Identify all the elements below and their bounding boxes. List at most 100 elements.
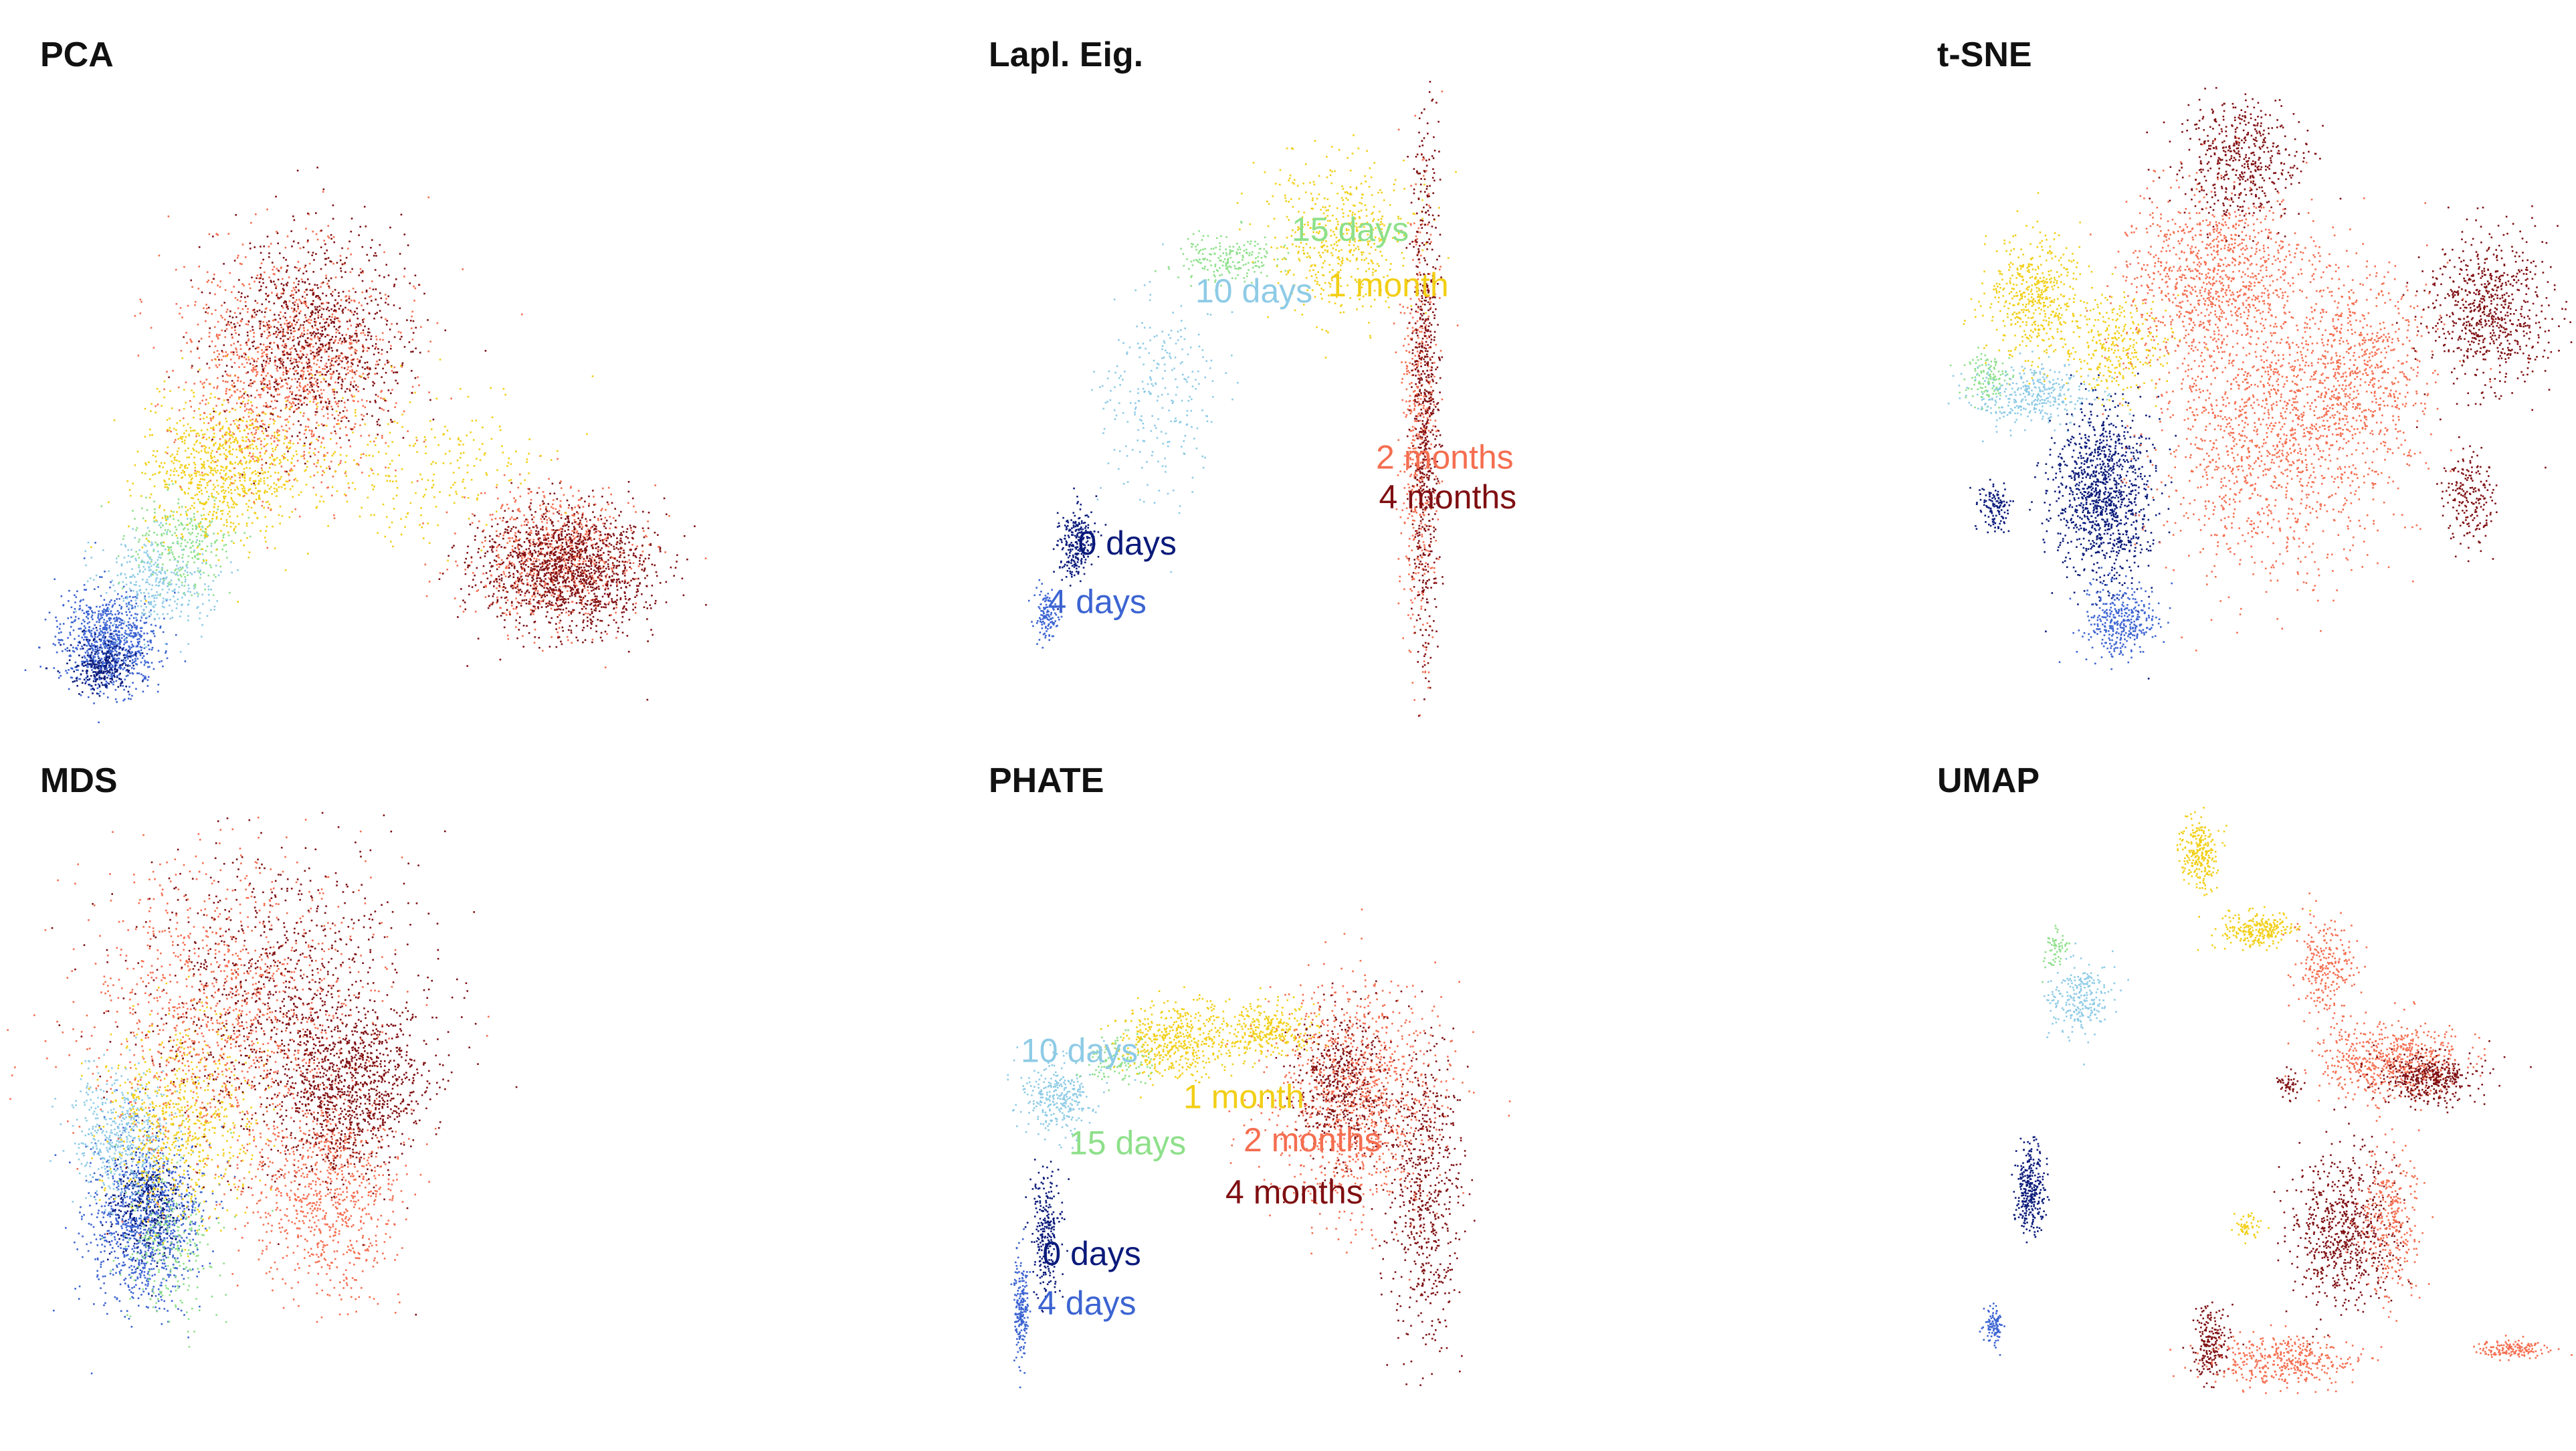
data-point	[231, 336, 233, 339]
data-point	[106, 632, 109, 634]
data-point	[271, 376, 273, 378]
data-point	[104, 640, 106, 642]
data-point	[251, 315, 254, 318]
data-point	[324, 401, 326, 403]
data-point	[529, 598, 531, 600]
data-point	[108, 601, 111, 603]
data-point	[297, 336, 299, 339]
data-point	[341, 379, 343, 381]
data-point	[257, 428, 260, 430]
data-point	[240, 396, 242, 398]
data-point	[563, 569, 565, 571]
data-point	[150, 493, 153, 496]
data-point	[110, 636, 112, 638]
data-point	[144, 595, 146, 597]
data-point	[141, 547, 144, 549]
data-point	[138, 571, 141, 573]
data-point	[268, 320, 270, 322]
data-point	[245, 524, 248, 527]
data-point	[277, 270, 280, 272]
data-point	[414, 274, 417, 277]
data-point	[116, 634, 118, 637]
data-point	[313, 474, 315, 477]
data-point	[223, 545, 225, 547]
data-point	[148, 666, 151, 668]
data-point	[213, 605, 216, 607]
data-point	[375, 255, 377, 257]
data-point	[153, 563, 155, 566]
data-point	[307, 345, 310, 347]
data-point	[24, 669, 27, 672]
data-point	[191, 557, 193, 559]
data-point	[114, 643, 116, 646]
data-point	[225, 409, 228, 411]
data-point	[293, 373, 295, 375]
data-point	[239, 539, 242, 542]
data-point	[332, 372, 334, 375]
data-point	[375, 363, 377, 366]
data-point	[298, 356, 300, 359]
data-point	[336, 262, 338, 264]
data-point	[360, 332, 362, 334]
data-point	[160, 462, 163, 464]
data-point	[147, 539, 149, 542]
data-point	[70, 644, 72, 646]
data-point	[235, 456, 238, 458]
data-point	[114, 589, 116, 592]
data-point	[299, 300, 302, 302]
data-point	[247, 402, 249, 405]
data-point	[205, 446, 207, 448]
data-point	[252, 448, 255, 450]
data-point	[304, 316, 307, 318]
data-point	[105, 658, 108, 660]
data-point	[126, 603, 128, 605]
data-point	[239, 447, 241, 449]
data-point	[100, 613, 102, 615]
data-point	[294, 478, 297, 480]
data-point	[285, 403, 288, 406]
data-point	[233, 529, 235, 532]
data-point	[195, 300, 197, 303]
data-point	[108, 625, 111, 627]
data-point	[248, 349, 250, 351]
data-point	[316, 238, 319, 241]
data-point	[211, 438, 213, 441]
data-point	[247, 445, 250, 448]
data-point	[312, 351, 315, 354]
data-point	[284, 438, 286, 440]
data-point	[48, 611, 51, 613]
data-point	[198, 434, 200, 437]
data-point	[309, 391, 311, 394]
data-point	[193, 549, 195, 552]
data-point	[306, 403, 308, 406]
data-point	[97, 615, 100, 617]
data-point	[136, 593, 138, 595]
data-point	[373, 254, 375, 257]
data-point	[235, 316, 237, 318]
data-point	[303, 458, 306, 460]
data-point	[194, 518, 196, 521]
data-point	[142, 535, 144, 537]
data-point	[302, 388, 304, 390]
data-point	[379, 338, 381, 341]
data-point	[175, 470, 178, 472]
data-point	[171, 571, 173, 573]
data-point	[198, 491, 201, 493]
data-point	[142, 571, 144, 573]
data-point	[233, 386, 235, 388]
data-point	[282, 456, 285, 458]
data-point	[175, 607, 178, 609]
data-point	[145, 588, 147, 591]
data-point	[258, 482, 260, 484]
data-point	[265, 462, 268, 464]
data-point	[112, 604, 114, 607]
data-point	[131, 605, 133, 607]
data-point	[116, 650, 118, 653]
data-point	[233, 323, 235, 325]
data-point	[303, 412, 305, 415]
data-point	[163, 545, 165, 547]
data-point	[367, 331, 369, 333]
data-point	[114, 688, 117, 691]
data-point	[102, 621, 105, 623]
data-point	[564, 567, 566, 569]
